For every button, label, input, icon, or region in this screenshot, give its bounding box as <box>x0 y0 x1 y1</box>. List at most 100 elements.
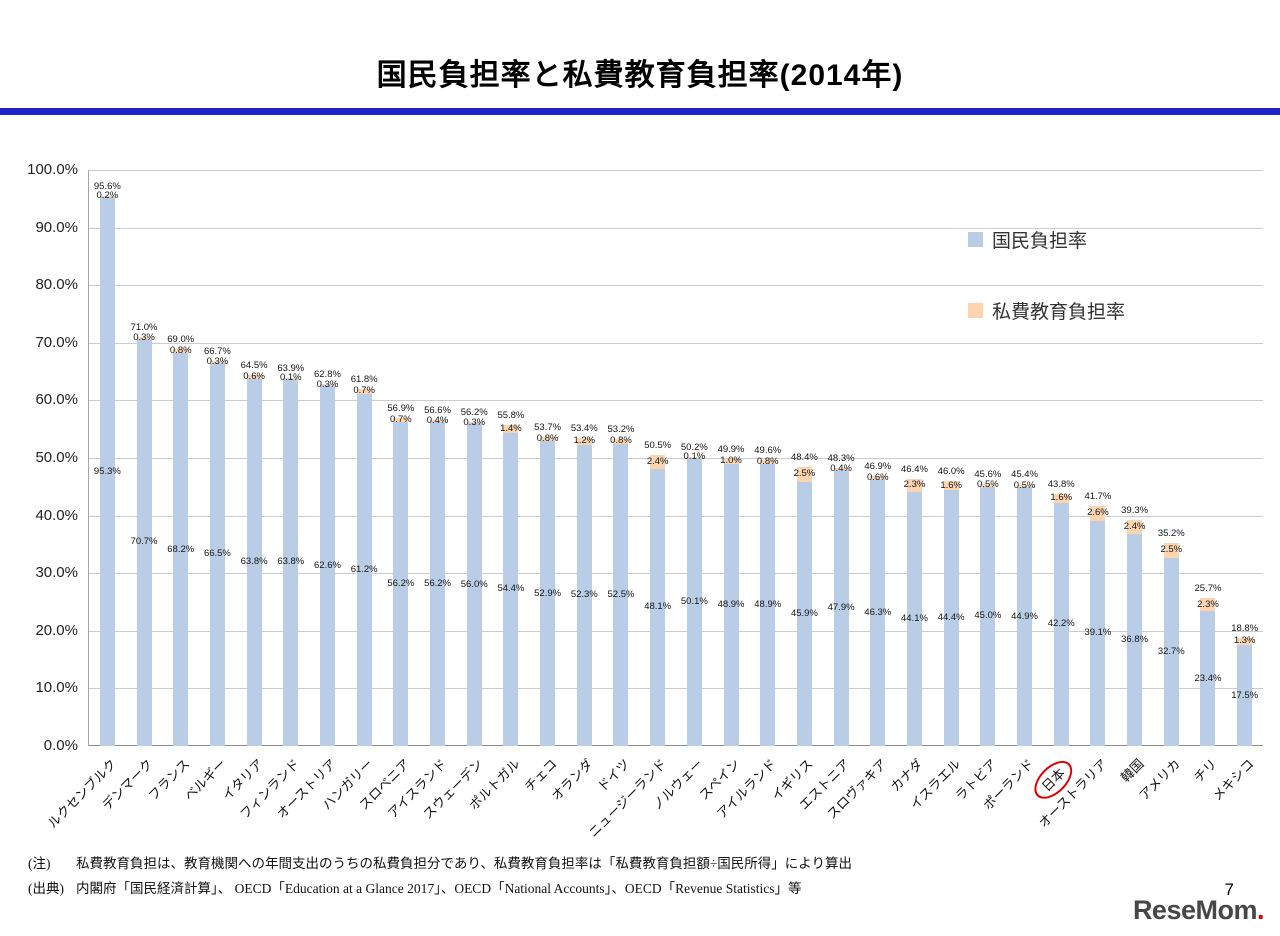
total-value-label: 56.9% <box>387 403 415 415</box>
bar-national <box>1237 645 1253 746</box>
national-value-label: 68.2% <box>167 543 195 555</box>
bar-national <box>136 338 152 746</box>
total-value-label: 49.9% <box>717 443 745 455</box>
private-value-label: 1.3% <box>1233 635 1256 647</box>
y-axis-tick-label: 100.0% <box>27 161 78 178</box>
bar-national <box>870 479 886 746</box>
bar-private <box>1200 597 1216 612</box>
private-value-label: 0.3% <box>316 378 339 390</box>
total-value-label: 39.3% <box>1121 505 1149 517</box>
bar-private <box>1053 493 1069 503</box>
bar-private <box>466 421 482 424</box>
private-value-label: 0.8% <box>610 435 632 447</box>
national-value-label: 42.2% <box>1047 618 1075 630</box>
gridline <box>89 400 1263 402</box>
private-value-label: 0.3% <box>463 416 486 428</box>
total-value-label: 56.6% <box>424 404 451 416</box>
footnote-note-label: (注) <box>28 856 51 871</box>
total-value-label: 53.7% <box>534 421 562 433</box>
private-value-label: 0.5% <box>1013 479 1036 491</box>
national-value-label: 70.7% <box>130 536 158 548</box>
total-value-label: 95.6% <box>93 180 121 192</box>
bar-national <box>1200 611 1216 746</box>
bar-national <box>760 464 776 746</box>
y-axis-tick-label: 0.0% <box>43 737 78 754</box>
private-value-label: 0.5% <box>977 479 999 491</box>
national-value-label: 46.3% <box>864 606 892 618</box>
legend-label-national: 国民負担率 <box>992 231 1088 252</box>
national-value-label: 63.8% <box>240 556 268 568</box>
y-axis-tick-label: 60.0% <box>35 391 78 409</box>
private-value-label: 0.3% <box>206 356 229 368</box>
national-value-label: 48.9% <box>754 599 782 611</box>
bar-national <box>833 470 849 746</box>
national-value-label: 56.2% <box>387 578 415 590</box>
national-value-label: 32.7% <box>1157 645 1185 657</box>
total-value-label: 56.2% <box>460 406 488 418</box>
bar-national <box>796 481 812 746</box>
private-value-label: 0.6% <box>866 471 889 483</box>
national-value-label: 62.6% <box>314 559 341 571</box>
private-value-label: 2.3% <box>1197 598 1219 610</box>
bar-private <box>393 418 409 423</box>
total-value-label: 61.8% <box>350 374 378 386</box>
national-value-label: 36.8% <box>1121 634 1149 646</box>
bar-private <box>503 424 519 433</box>
private-value-label: 0.4% <box>426 415 449 427</box>
bar-national <box>686 457 702 746</box>
total-value-label: 46.0% <box>937 466 965 478</box>
private-value-label: 0.8% <box>169 344 192 356</box>
bar-private <box>943 481 959 491</box>
resemom-logo-text: ReseMom <box>1132 895 1258 925</box>
private-value-label: 0.3% <box>133 331 155 343</box>
total-value-label: 64.5% <box>240 360 268 372</box>
total-value-label: 48.4% <box>790 452 818 464</box>
national-value-label: 44.1% <box>901 612 928 624</box>
bar-private <box>246 375 262 379</box>
legend-item-private: 私費教育負担率 <box>968 297 1125 324</box>
y-axis-tick-label: 10.0% <box>35 679 78 697</box>
page-title: 国民負担率と私費教育負担率(2014年) <box>376 59 904 92</box>
bar-private <box>686 456 702 458</box>
bar-private <box>760 459 776 465</box>
national-value-label: 61.2% <box>350 563 378 575</box>
logo-dot-icon: . <box>1256 895 1265 925</box>
bar-private <box>356 389 372 394</box>
y-axis-tick-label: 20.0% <box>35 621 78 639</box>
total-value-label: 62.8% <box>314 368 341 380</box>
bar-national <box>1127 534 1143 746</box>
bar-national <box>1163 557 1179 746</box>
bar-national <box>980 486 996 746</box>
private-value-label: 0.7% <box>390 414 412 426</box>
bar-national <box>540 441 556 746</box>
bar-private <box>99 195 115 198</box>
bar-private <box>723 458 739 465</box>
total-value-label: 49.6% <box>754 444 782 456</box>
total-value-label: 66.7% <box>203 346 231 358</box>
private-value-label: 2.5% <box>793 468 816 480</box>
national-value-label: 44.9% <box>1011 610 1038 622</box>
legend-swatch-national-icon <box>968 232 983 247</box>
bar-national <box>246 378 262 746</box>
bar-national <box>576 444 592 746</box>
private-value-label: 2.5% <box>1160 544 1183 556</box>
footnotes: (注) 私費教育負担は、教育機関への年間支出のうちの私費負担分であり、私費教育負… <box>28 852 1028 902</box>
bar-private <box>319 383 335 386</box>
total-value-label: 41.7% <box>1084 490 1112 502</box>
private-value-label: 0.2% <box>96 190 119 202</box>
y-axis-tick-label: 80.0% <box>35 276 78 294</box>
gridline <box>89 630 1263 632</box>
total-value-label: 50.2% <box>680 441 708 453</box>
bar-private <box>906 478 922 492</box>
private-value-label: 2.4% <box>646 456 669 468</box>
private-value-label: 1.4% <box>500 422 522 434</box>
private-value-label: 2.6% <box>1087 507 1109 519</box>
gridline <box>89 515 1263 517</box>
title-divider <box>0 108 1280 115</box>
private-value-label: 0.8% <box>536 432 559 444</box>
bar-national <box>173 353 189 746</box>
private-value-label: 1.6% <box>1050 492 1073 504</box>
bar-private <box>613 439 629 444</box>
bar-private <box>980 483 996 487</box>
total-value-label: 46.4% <box>901 463 928 475</box>
